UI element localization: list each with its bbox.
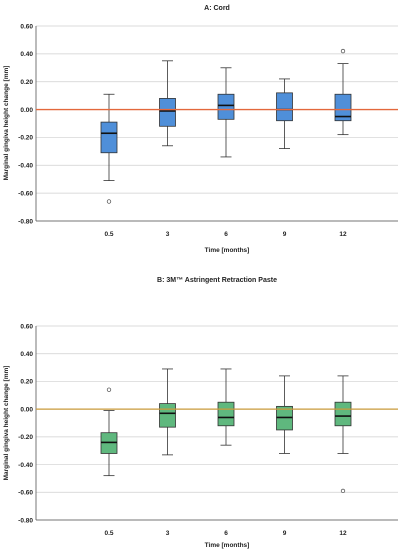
y-tick-label: 0.20 — [20, 379, 33, 386]
outlier-point — [106, 387, 112, 392]
box-iqr — [217, 401, 235, 427]
panel-title: B: 3M™ Astringent Retraction Paste — [157, 277, 277, 284]
box-iqr — [159, 98, 176, 127]
x-tick-label: 6 — [224, 231, 228, 238]
x-axis-label: Time [months] — [205, 542, 250, 549]
y-tick-label: -0.60 — [18, 190, 33, 197]
x-tick-label: 3 — [166, 530, 170, 537]
y-tick-label: 0.20 — [20, 79, 33, 86]
x-tick-label: 12 — [339, 231, 347, 238]
x-tick-label: 9 — [283, 231, 287, 238]
box-iqr — [100, 121, 118, 154]
x-tick-label: 9 — [283, 530, 287, 537]
y-tick-label: 0.00 — [20, 406, 33, 413]
y-tick-label: -0.40 — [18, 163, 33, 170]
x-tick-label: 3 — [166, 231, 170, 238]
y-tick-label: 0.60 — [20, 323, 33, 330]
y-tick-label: -0.20 — [18, 135, 33, 142]
x-axis-label: Time [months] — [205, 247, 250, 254]
y-tick-label: 0.60 — [20, 23, 33, 30]
y-tick-label: -0.80 — [18, 218, 33, 225]
x-tick-label: 0.5 — [104, 530, 113, 537]
y-tick-label: 0.00 — [20, 107, 33, 114]
panel-title: A: Cord — [204, 5, 230, 12]
x-tick-label: 0.5 — [104, 231, 113, 238]
outlier-point — [340, 488, 346, 494]
box-iqr — [334, 93, 352, 122]
y-axis-label: Marginal gingiva height change [mm] — [3, 366, 10, 481]
box-iqr — [159, 403, 176, 428]
y-tick-label: -0.20 — [18, 434, 33, 441]
y-tick-label: 0.40 — [20, 351, 33, 358]
y-tick-label: -0.40 — [18, 462, 33, 469]
y-tick-label: -0.60 — [18, 490, 33, 497]
y-tick-label: 0.40 — [20, 51, 33, 58]
box-iqr — [334, 401, 352, 427]
x-tick-label: 12 — [339, 530, 347, 537]
y-axis-label: Marginal gingiva height change [mm] — [3, 66, 10, 181]
box-iqr — [276, 92, 293, 122]
y-tick-label: -0.80 — [18, 517, 33, 524]
outlier-point — [340, 48, 346, 54]
x-tick-label: 6 — [224, 530, 228, 537]
outlier-point — [106, 199, 112, 204]
box-iqr — [217, 93, 235, 120]
